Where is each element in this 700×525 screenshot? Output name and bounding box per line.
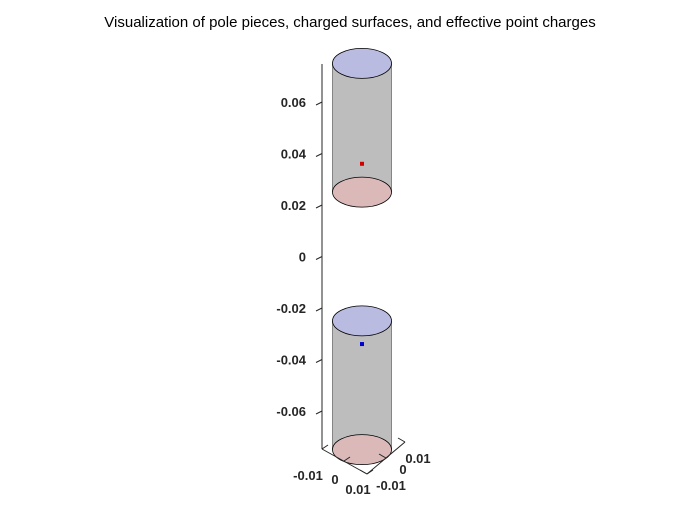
x-tick-label: -0.01 (293, 468, 323, 483)
y-tick-label: 0.01 (405, 451, 430, 466)
charged-surface-bottom (332, 176, 392, 208)
x-axis-line (321, 448, 368, 475)
z-tick (315, 101, 323, 106)
z-tick (315, 256, 323, 260)
point-charge-marker (360, 342, 364, 347)
y-tick (397, 437, 406, 443)
pole-body (332, 63, 392, 193)
z-tick (315, 410, 323, 415)
x-tick (343, 456, 351, 462)
z-tick (315, 153, 323, 157)
y-tick (359, 469, 368, 475)
z-tick-label: 0 (299, 250, 306, 265)
x-tick-label: 0 (331, 472, 338, 487)
charged-surface-top (332, 47, 392, 79)
y-tick (378, 453, 387, 459)
x-tick-label: 0.01 (345, 482, 370, 497)
charged-surface-top (332, 305, 392, 337)
z-tick-label: -0.02 (276, 301, 306, 316)
x-tick (366, 469, 374, 475)
y-tick-label: -0.01 (376, 478, 406, 493)
pole-pieces (332, 47, 392, 466)
z-axis: -0.06 -0.04 -0.02 0 0.02 0.04 0.06 (276, 64, 323, 449)
pole-body (332, 320, 392, 450)
charged-surface-bottom (332, 434, 392, 466)
pole-piece-lower (332, 305, 392, 466)
z-tick-label: -0.06 (276, 404, 306, 419)
point-charge-marker (360, 161, 364, 166)
z-tick (315, 204, 323, 209)
x-tick (321, 444, 329, 450)
z-tick (315, 359, 323, 363)
point-charges (360, 161, 364, 347)
chart-title: Visualization of pole pieces, charged su… (104, 14, 596, 31)
base-axes: -0.01 00.010.010-0.01 (293, 437, 431, 497)
z-tick-label: 0.02 (281, 198, 306, 213)
y-tick-label: 0 (399, 462, 406, 477)
z-tick-label: 0.04 (281, 147, 307, 162)
z-tick-label: -0.04 (276, 353, 306, 368)
pole-piece-upper (332, 47, 392, 208)
z-tick-label: 0.06 (281, 95, 306, 110)
z-tick (315, 307, 323, 312)
